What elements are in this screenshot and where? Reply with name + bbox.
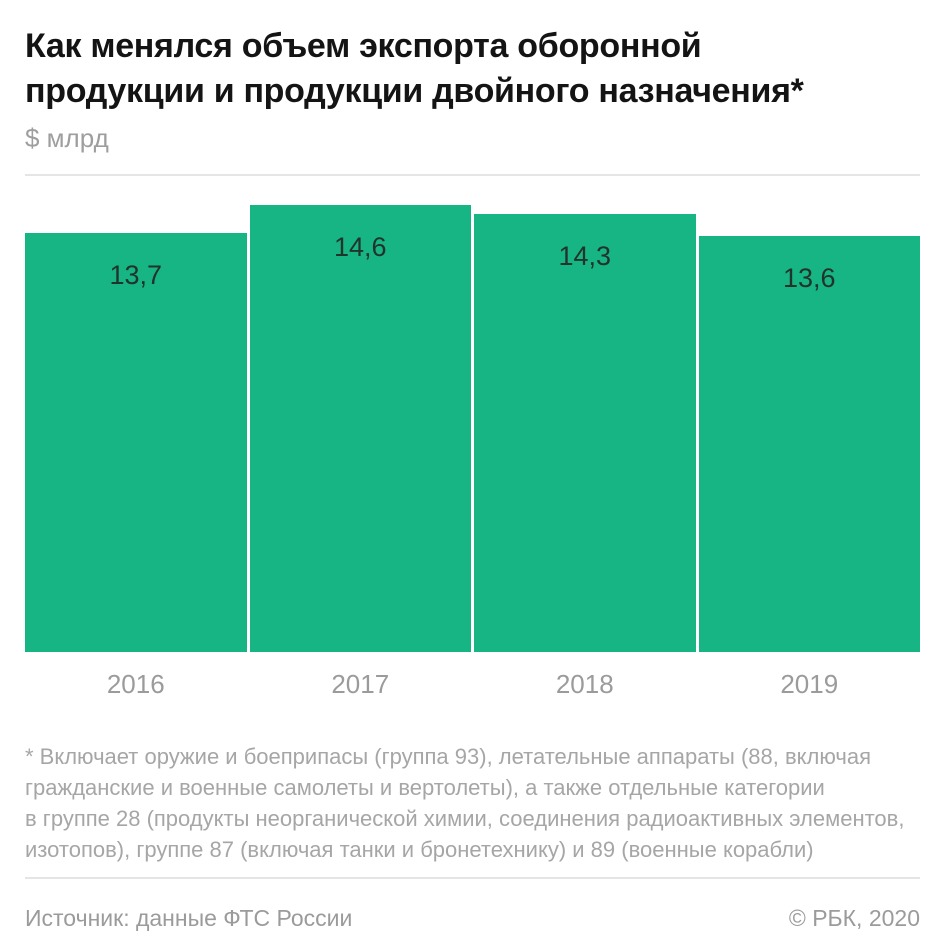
footer: Источник: данные ФТС России © РБК, 2020 bbox=[25, 879, 920, 932]
footer-divider bbox=[25, 877, 920, 879]
chart-title: Как менялся объем экспорта оборонной про… bbox=[25, 27, 804, 110]
x-axis-label-2016: 2016 bbox=[106, 669, 165, 699]
x-axis-label-2018: 2018 bbox=[555, 669, 614, 699]
x-axis-label-2017: 2017 bbox=[331, 669, 390, 699]
chart-top-divider bbox=[25, 174, 920, 176]
bar-value-label-2019: 13,6 bbox=[782, 263, 836, 293]
bar-2018: 14,3 bbox=[474, 214, 696, 652]
source-label: Источник: данные ФТС России bbox=[25, 905, 353, 931]
bar-value-label-2018: 14,3 bbox=[558, 241, 612, 271]
bar-chart: 13,7 14,6 14,3 13,6 2016 2017 2018 2019 bbox=[25, 176, 920, 699]
bar-2017: 14,6 bbox=[249, 205, 471, 652]
copyright-label: © РБК, 2020 bbox=[788, 905, 920, 931]
bar-value-label-2017: 14,6 bbox=[333, 232, 387, 262]
x-axis-label-2019: 2019 bbox=[780, 669, 839, 699]
bars-row: 13,7 14,6 14,3 13,6 bbox=[25, 176, 920, 652]
unit-label: $ млрд bbox=[25, 123, 109, 153]
bar-2019: 13,6 bbox=[698, 236, 920, 652]
x-axis-labels: 2016 2017 2018 2019 bbox=[25, 652, 920, 699]
bar-value-label-2016: 13,7 bbox=[109, 260, 163, 290]
footnote: * Включает оружие и боеприпасы (группа 9… bbox=[25, 744, 905, 862]
bar-2016: 13,7 bbox=[25, 233, 247, 652]
